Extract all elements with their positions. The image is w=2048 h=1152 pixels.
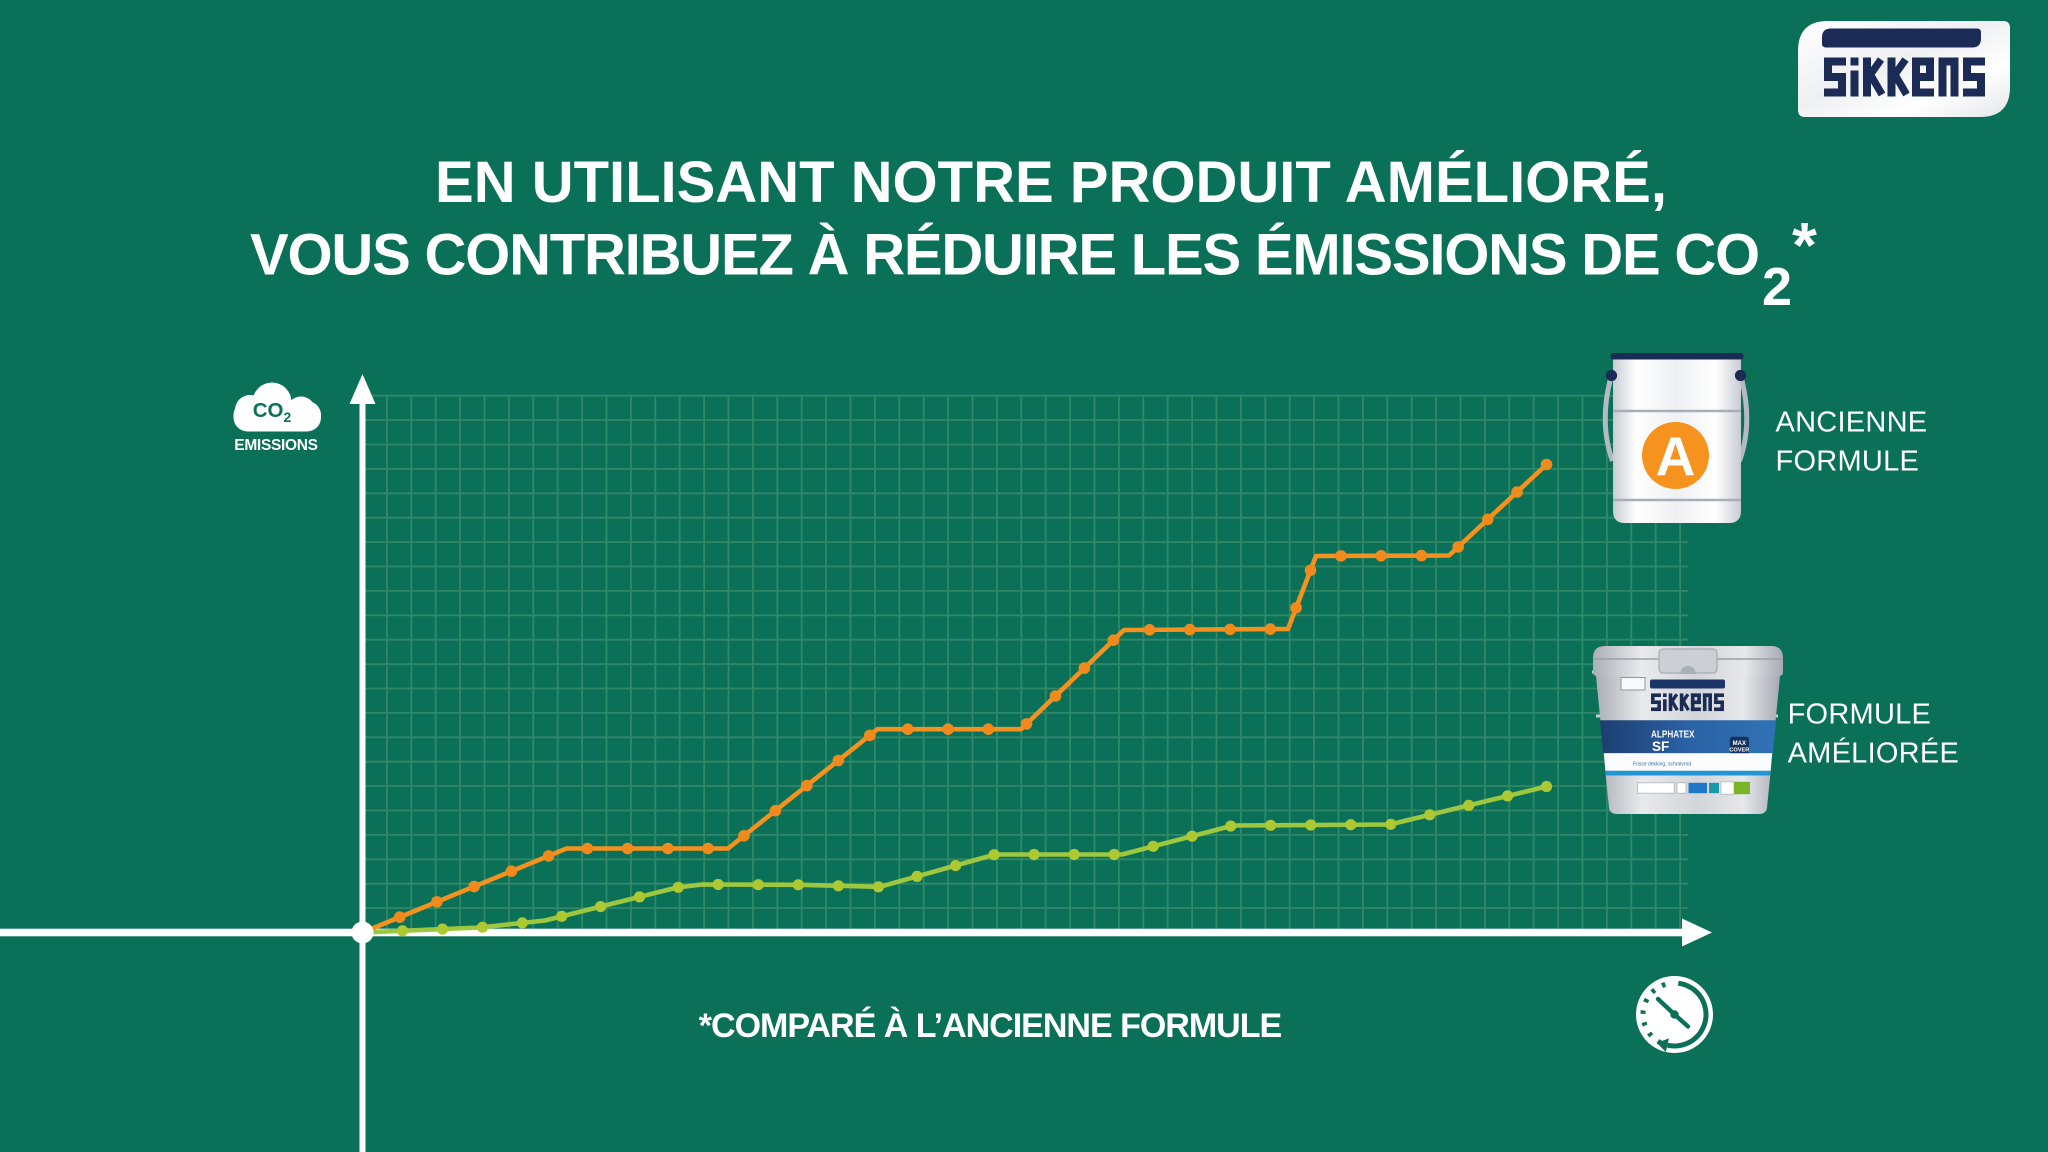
svg-text:A: A	[1656, 425, 1696, 487]
svg-text:MAX: MAX	[1733, 741, 1746, 747]
svg-text:AMÉLIORÉE: AMÉLIORÉE	[1788, 737, 1959, 770]
svg-text:VOUS CONTRIBUEZ À RÉDUIRE LES: VOUS CONTRIBUEZ À RÉDUIRE LES ÉMISSIONS …	[250, 223, 1759, 288]
svg-text:SF: SF	[1652, 739, 1669, 754]
svg-text:COVER: COVER	[1729, 748, 1749, 754]
svg-text:EMISSIONS: EMISSIONS	[234, 437, 317, 454]
svg-text:2: 2	[1762, 257, 1792, 317]
svg-text:EN UTILISANT NOTRE PRODUIT AMÉ: EN UTILISANT NOTRE PRODUIT AMÉLIORÉ,	[435, 150, 1667, 215]
svg-text:ANCIENNE: ANCIENNE	[1776, 407, 1928, 439]
svg-text:FORMULE: FORMULE	[1776, 446, 1920, 478]
svg-text:ALPHATEX: ALPHATEX	[1651, 727, 1695, 739]
svg-text:FORMULE: FORMULE	[1788, 698, 1932, 730]
svg-text:Frisse dekking, schralvrnd: Frisse dekking, schralvrnd	[1633, 762, 1691, 768]
svg-text:*COMPARÉ À L’ANCIENNE FORMULE: *COMPARÉ À L’ANCIENNE FORMULE	[699, 1007, 1282, 1045]
svg-text:*: *	[1792, 209, 1817, 281]
